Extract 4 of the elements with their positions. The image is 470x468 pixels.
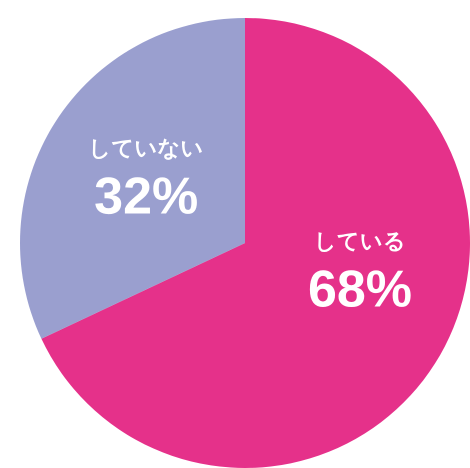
data-label: 68%	[308, 260, 412, 318]
slice-label: していない	[88, 136, 204, 162]
data-label: 32%	[94, 167, 198, 226]
slice-label: している	[314, 229, 406, 254]
